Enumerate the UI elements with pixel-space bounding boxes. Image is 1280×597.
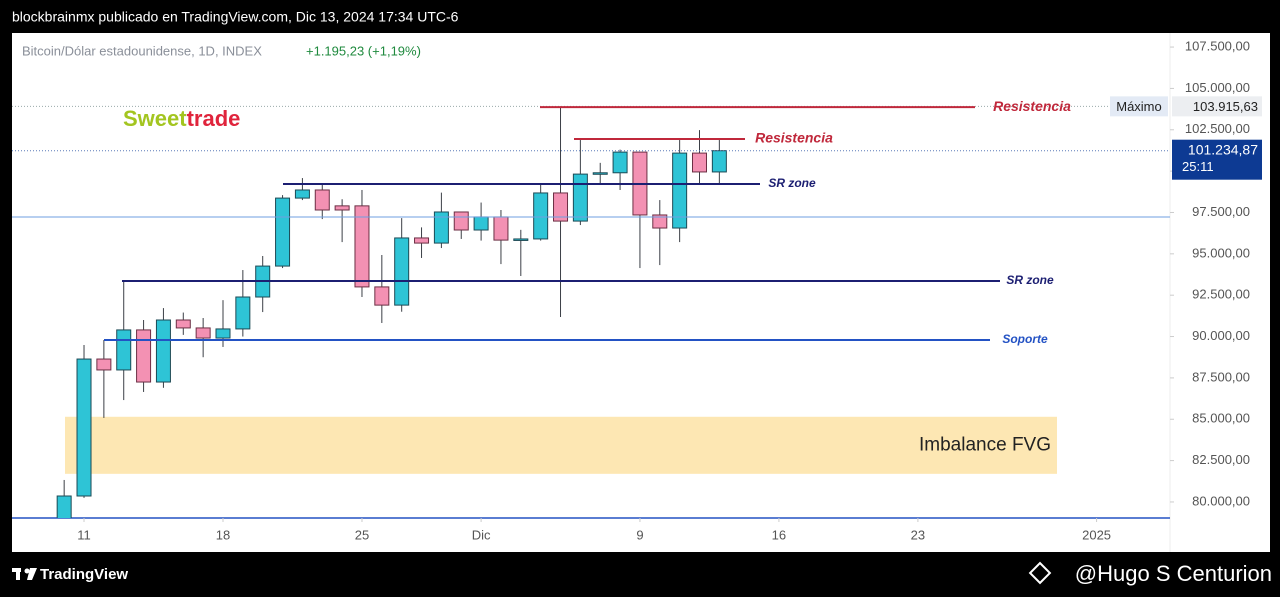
countdown: 25:11 [1182, 159, 1214, 174]
x-tick-label: Dic [472, 527, 491, 542]
candle-body [473, 216, 489, 231]
candle-body [76, 358, 92, 497]
y-tick-label: 85.000,00 [1192, 411, 1250, 426]
candle-body [414, 237, 430, 244]
y-tick-label: 95.000,00 [1192, 245, 1250, 260]
candle-body [711, 150, 727, 173]
candle-body [294, 189, 310, 199]
logo-part: Sweet [123, 106, 187, 131]
candle-body [433, 211, 449, 244]
footer-logo [12, 568, 37, 580]
y-tick-label: 92.500,00 [1192, 287, 1250, 302]
symbol: Bitcoin/Dólar estadounidense, 1D, INDEX [22, 43, 262, 58]
candle-body [334, 205, 350, 211]
x-tick-label: 2025 [1082, 527, 1111, 542]
candle-body [453, 211, 469, 231]
watermark-icon [1028, 561, 1052, 585]
candle-body [513, 238, 529, 241]
level-label: Resistencia [755, 130, 833, 146]
max-name-box [1110, 96, 1168, 117]
y-tick-label: 97.500,00 [1192, 204, 1250, 219]
candle-body [275, 197, 291, 267]
x-tick-label: 16 [772, 527, 786, 542]
level-label: SR zone [1006, 273, 1054, 287]
candle-body [314, 189, 330, 211]
candle-body [592, 172, 608, 175]
candle-body [374, 286, 390, 306]
x-tick-label: 25 [355, 527, 369, 542]
candle-body [691, 152, 707, 173]
level-label: Resistencia [993, 98, 1071, 114]
footer-brand: TradingView [40, 566, 128, 583]
logo-shape [27, 568, 37, 580]
candle-body [235, 296, 251, 330]
max-label: 103.915,63 [1193, 99, 1258, 114]
last-label: 101.234,87 [1188, 141, 1258, 157]
y-tick-label: 90.000,00 [1192, 328, 1250, 343]
publisher: blockbrainmx publicado en TradingView.co… [12, 9, 459, 25]
candle-body [155, 319, 171, 383]
y-tick-label: 107.500,00 [1185, 38, 1250, 53]
candle-body [354, 205, 370, 288]
y-tick-label: 80.000,00 [1192, 493, 1250, 508]
logo-shape [24, 568, 30, 574]
level-label: SR zone [768, 176, 816, 190]
change: +1.195,23 (+1,19%) [306, 43, 421, 58]
candle-body [394, 237, 410, 306]
fvg-label: Imbalance FVG [919, 434, 1051, 455]
candle-body [96, 358, 112, 371]
candle-body [195, 327, 211, 339]
y-tick-label: 102.500,00 [1185, 121, 1250, 136]
candle-body [136, 329, 152, 383]
x-tick-label: 11 [77, 527, 91, 542]
candle-body [493, 216, 509, 241]
max-name: Máximo [1116, 99, 1162, 114]
logo-part: trade [187, 106, 241, 131]
candle-body [652, 214, 668, 229]
max-box [1172, 96, 1262, 117]
candle-body [215, 328, 231, 339]
x-tick-label: 18 [216, 527, 230, 542]
y-tick-label: 82.500,00 [1192, 452, 1250, 467]
logo: Sweettrade [123, 106, 240, 131]
level-label: Soporte [1002, 332, 1048, 346]
candle-body [175, 319, 191, 329]
candle-body [533, 192, 549, 240]
y-tick-label: 87.500,00 [1192, 369, 1250, 384]
y-tick-label: 105.000,00 [1185, 80, 1250, 95]
fvg-zone [65, 416, 1057, 474]
last-box [1172, 139, 1262, 180]
x-tick-label: 23 [911, 527, 925, 542]
candle-body [672, 152, 688, 229]
candle-body [553, 192, 569, 222]
candle-body [56, 495, 72, 518]
watermark: @Hugo S Centurion [1075, 561, 1272, 586]
logo-shape [16, 568, 20, 580]
candle-body [116, 329, 132, 371]
candle-body [572, 173, 588, 222]
x-tick-label: 9 [636, 527, 643, 542]
candle-body [612, 151, 628, 174]
